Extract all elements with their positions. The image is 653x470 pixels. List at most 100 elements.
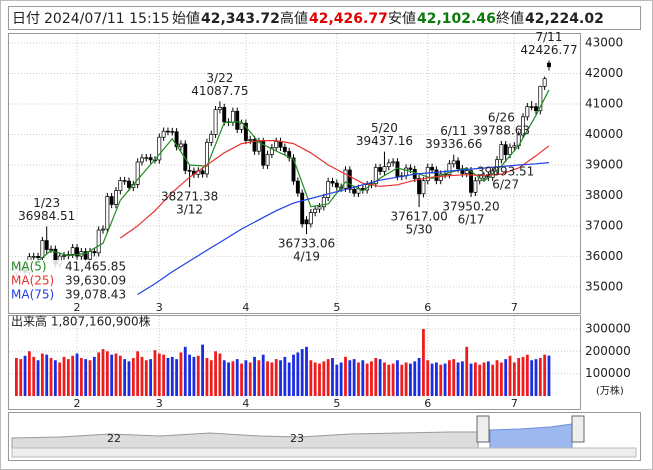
candle-body [209, 134, 214, 143]
candle-body [235, 110, 240, 130]
annotation-date: 1/23 [33, 196, 60, 210]
legend-value: 41,465.85 [65, 260, 126, 274]
candle-body [161, 130, 166, 138]
annotation-date: 5/30 [406, 223, 433, 237]
volume-bar [318, 363, 321, 396]
candle-body [70, 247, 75, 255]
y-tick-label: 40000 [585, 127, 623, 141]
volume-bar [266, 361, 269, 396]
candle-body [330, 181, 335, 184]
volume-bar [309, 360, 313, 396]
volume-bar [409, 363, 412, 396]
candle-body [495, 159, 499, 172]
volume-bar [352, 359, 356, 396]
candle-body [378, 167, 383, 172]
volume-bar [326, 359, 330, 396]
navigator-handle[interactable] [476, 415, 490, 443]
volume-bar [460, 361, 464, 396]
candle-body [248, 139, 253, 141]
candle-body [469, 170, 474, 193]
volume-bar [452, 359, 456, 396]
legend-bg [9, 274, 127, 288]
volume-bar [79, 358, 83, 396]
candle-body [278, 141, 283, 148]
candle-body [321, 197, 326, 208]
volume-bar [209, 360, 213, 396]
volume-bar [222, 360, 226, 396]
volume-bar [435, 362, 438, 396]
volume-bar [192, 356, 196, 396]
volume-bar [19, 359, 23, 396]
volume-bar [491, 364, 495, 396]
candle-body [382, 166, 387, 172]
candle-body [135, 161, 140, 185]
volume-bar [439, 364, 443, 396]
volume-bar [196, 355, 200, 396]
candle-body [317, 206, 322, 210]
volume-bar [110, 354, 114, 396]
volume-bar [339, 362, 343, 396]
candle-body [148, 157, 153, 161]
candle-body [174, 131, 179, 148]
volume-bar [235, 359, 239, 396]
volume-title: 出来高 1,807,160,900株 [11, 314, 151, 329]
annotation-value: 39093.51 [477, 165, 534, 179]
candle-body [538, 85, 543, 112]
volume-bar [127, 361, 131, 396]
x-tick-label: 3 [156, 397, 163, 410]
scrollbar[interactable] [11, 447, 637, 458]
candle-body [101, 228, 105, 231]
volume-bar [383, 362, 386, 396]
volume-bar [175, 359, 179, 396]
y-tick-label: 41000 [585, 97, 623, 111]
volume-bar [131, 358, 135, 396]
legend-name: MA(25) [11, 274, 54, 288]
header-open: 42,343.72 [201, 11, 280, 27]
annotation-value: 41087.75 [191, 84, 248, 98]
header-label: 終値 [496, 11, 524, 27]
volume-bar [205, 358, 209, 396]
volume-bar [508, 355, 512, 396]
annotation-date: 7/11 [536, 30, 563, 44]
header-label: 安値 [388, 11, 416, 27]
volume-bar [456, 362, 460, 396]
volume-bar [517, 358, 521, 396]
volume-bar [534, 359, 538, 396]
candle-body [464, 170, 469, 174]
annotation-value: 38271.38 [161, 190, 218, 204]
volume-bar [227, 362, 230, 396]
ma-line [137, 162, 550, 296]
volume-bar [231, 361, 235, 396]
volume-bar [361, 360, 365, 396]
candle-body [391, 161, 396, 164]
candle-body [178, 143, 183, 148]
y-tick-label: 100000 [585, 366, 631, 380]
candle-body [451, 160, 456, 165]
navigator-handle[interactable] [571, 415, 585, 443]
candle-body [456, 160, 461, 170]
volume-bar [36, 360, 40, 396]
volume-bar [84, 359, 88, 396]
volume-bar [248, 362, 252, 396]
candle-body [404, 167, 409, 177]
candle-body [386, 162, 391, 167]
volume-bar [469, 363, 473, 396]
y-tick-label: 200000 [585, 344, 631, 358]
annotation-date: 3/22 [206, 71, 233, 85]
volume-bar [283, 356, 287, 396]
volume-bar [357, 362, 360, 396]
volume-bar [144, 360, 148, 396]
candle-body [343, 169, 348, 189]
volume-bar [292, 354, 295, 396]
volume-bar [45, 354, 49, 396]
volume-bar [331, 358, 334, 396]
volume-bar [157, 353, 161, 396]
volume-bar [322, 361, 326, 396]
legend-bg [9, 288, 127, 302]
volume-bar [495, 360, 499, 396]
volume-bar [313, 362, 317, 396]
volume-bar [365, 363, 369, 396]
y-tick-label: 300000 [585, 321, 631, 335]
annotation-value: 37950.20 [442, 199, 499, 213]
candle-body [529, 106, 534, 108]
